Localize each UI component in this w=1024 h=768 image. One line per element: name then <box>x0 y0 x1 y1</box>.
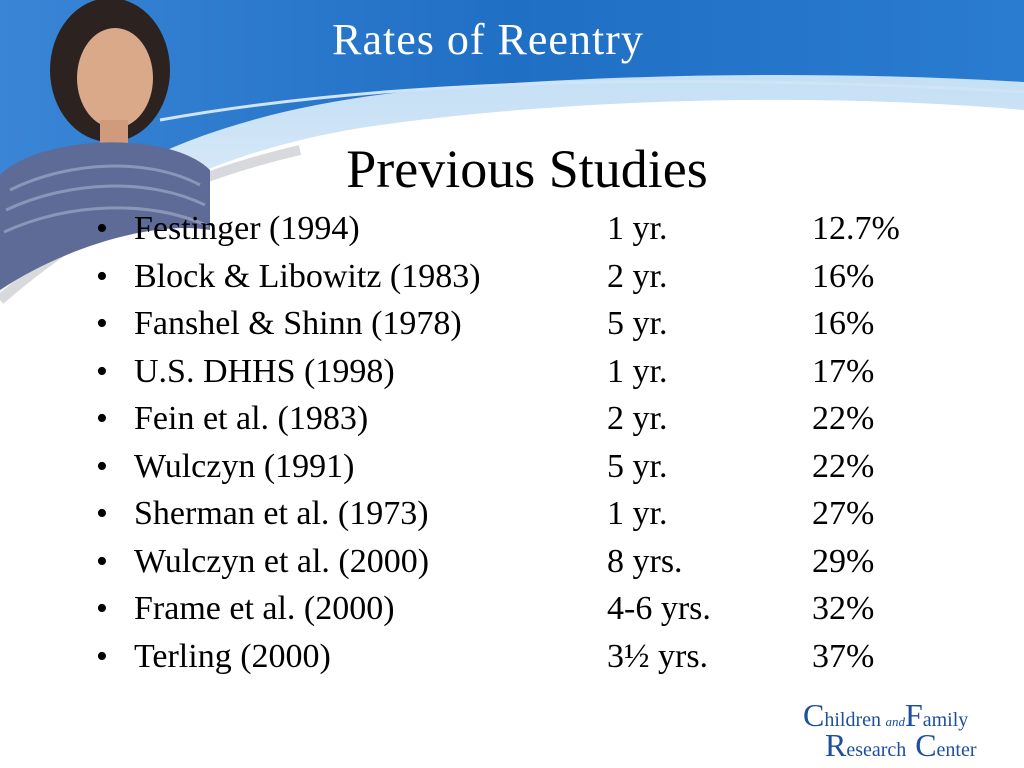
logo-word-research: esearch <box>846 739 907 761</box>
study-name: Fein et al. (1983) <box>134 400 369 437</box>
study-name: Sherman et al. (1973) <box>134 495 429 532</box>
logo-initial-c2: C <box>915 727 937 763</box>
bullet-icon: • <box>96 637 108 675</box>
logo-word-children: hildren <box>824 709 881 731</box>
study-name: Wulczyn (1991) <box>134 447 355 485</box>
study-period: 1 yr. <box>607 495 668 532</box>
logo-initial-c: C <box>803 697 825 733</box>
study-rate: 32% <box>812 590 875 627</box>
logo-line-2: Research Center <box>825 727 977 764</box>
bullet-icon: • <box>96 257 108 295</box>
study-period: 5 yr. <box>607 447 668 485</box>
logo-word-family: amily <box>922 709 969 731</box>
bullet-icon: • <box>96 210 108 247</box>
bullet-icon: • <box>96 495 108 532</box>
study-name: U.S. DHHS (1998) <box>134 352 395 390</box>
study-rate: 22% <box>812 400 875 437</box>
study-rate: 12.7% <box>812 210 900 247</box>
bullet-icon: • <box>96 400 108 437</box>
study-name: Terling (2000) <box>134 637 331 675</box>
bullet-icon: • <box>96 352 108 390</box>
study-rate: 16% <box>812 305 875 342</box>
study-rate: 29% <box>812 542 875 580</box>
study-period: 4-6 yrs. <box>607 590 711 627</box>
logo-line-1: Children andFamily <box>803 697 968 734</box>
study-period: 5 yr. <box>607 305 668 342</box>
logo-initial-r: R <box>825 727 847 763</box>
study-period: 2 yr. <box>607 257 668 295</box>
header-banner <box>0 0 1024 310</box>
bullet-icon: • <box>96 590 108 627</box>
study-period: 1 yr. <box>607 210 668 247</box>
person-photo <box>0 0 210 290</box>
logo-initial-f: F <box>904 697 923 733</box>
cfrc-logo: Children andFamily Research Center <box>803 697 1003 763</box>
study-rate: 17% <box>812 352 875 390</box>
study-name: Block & Libowitz (1983) <box>134 257 481 295</box>
study-name: Frame et al. (2000) <box>134 590 395 627</box>
study-period: 1 yr. <box>607 352 668 390</box>
study-period: 8 yrs. <box>607 542 683 580</box>
study-rate: 27% <box>812 495 875 532</box>
bullet-icon: • <box>96 447 108 485</box>
slide-title: Rates of Reentry <box>332 15 644 64</box>
bullet-icon: • <box>96 542 108 580</box>
study-period: 3½ yrs. <box>607 637 709 675</box>
slide-subtitle: Previous Studies <box>346 139 708 199</box>
study-name: Festinger (1994) <box>134 210 360 247</box>
study-period: 2 yr. <box>607 400 668 437</box>
banner-graphic <box>0 0 1024 304</box>
study-name: Wulczyn et al. (2000) <box>134 542 430 580</box>
study-rate: 22% <box>812 447 875 485</box>
logo-word-center: enter <box>936 739 977 761</box>
study-rate: 16% <box>812 257 875 295</box>
bullet-icon: • <box>96 305 108 342</box>
logo-word-and: and <box>885 714 905 729</box>
study-rate: 37% <box>812 637 875 675</box>
study-name: Fanshel & Shinn (1978) <box>134 305 462 342</box>
